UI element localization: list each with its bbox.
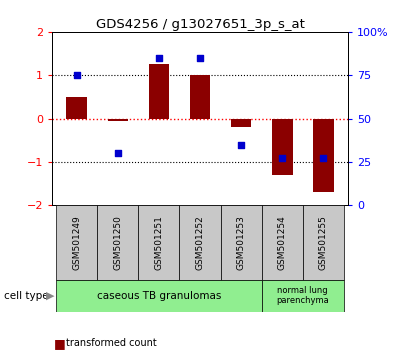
Text: GSM501251: GSM501251 bbox=[154, 215, 163, 270]
Bar bbox=[303, 205, 344, 280]
Bar bbox=[180, 205, 220, 280]
Text: GSM501249: GSM501249 bbox=[72, 215, 81, 270]
Text: ▶: ▶ bbox=[46, 291, 54, 301]
Text: transformed count: transformed count bbox=[66, 338, 157, 348]
Bar bbox=[262, 280, 344, 312]
Bar bbox=[272, 119, 292, 175]
Bar bbox=[97, 205, 138, 280]
Point bbox=[114, 150, 121, 156]
Point bbox=[279, 156, 286, 161]
Text: GSM501252: GSM501252 bbox=[196, 215, 204, 270]
Text: normal lung
parenchyma: normal lung parenchyma bbox=[276, 286, 329, 305]
Point bbox=[238, 142, 244, 147]
Bar bbox=[262, 205, 303, 280]
Point bbox=[320, 156, 326, 161]
Point bbox=[156, 55, 162, 61]
Text: GSM501253: GSM501253 bbox=[237, 215, 246, 270]
Point bbox=[197, 55, 203, 61]
Title: GDS4256 / g13027651_3p_s_at: GDS4256 / g13027651_3p_s_at bbox=[96, 18, 304, 31]
Bar bbox=[108, 119, 128, 121]
Bar bbox=[56, 280, 262, 312]
Bar bbox=[149, 64, 169, 119]
Text: GSM501250: GSM501250 bbox=[113, 215, 122, 270]
Text: caseous TB granulomas: caseous TB granulomas bbox=[97, 291, 221, 301]
Bar bbox=[138, 205, 180, 280]
Text: GSM501255: GSM501255 bbox=[319, 215, 328, 270]
Bar bbox=[220, 205, 262, 280]
Text: cell type: cell type bbox=[4, 291, 49, 301]
Bar bbox=[66, 97, 87, 119]
Bar bbox=[313, 119, 334, 192]
Bar bbox=[231, 119, 251, 127]
Bar bbox=[190, 75, 210, 119]
Point bbox=[74, 73, 80, 78]
Text: GSM501254: GSM501254 bbox=[278, 215, 287, 270]
Text: ■: ■ bbox=[54, 337, 66, 350]
Bar bbox=[56, 205, 97, 280]
